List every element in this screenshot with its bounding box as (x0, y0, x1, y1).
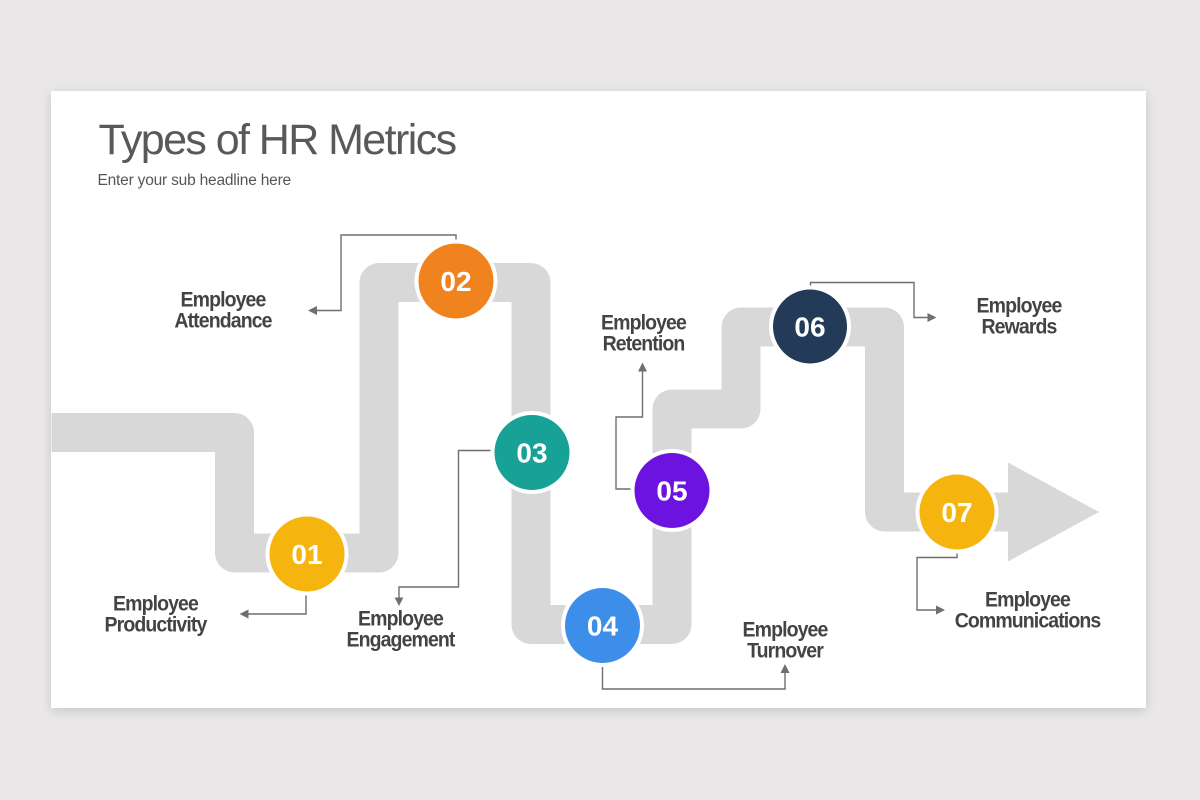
svg-text:03: 03 (516, 438, 547, 469)
svg-text:05: 05 (656, 476, 687, 507)
svg-text:04: 04 (587, 611, 619, 642)
svg-text:01: 01 (291, 539, 322, 570)
svg-text:02: 02 (440, 266, 471, 297)
svg-text:06: 06 (794, 312, 825, 343)
svg-text:07: 07 (941, 497, 972, 528)
